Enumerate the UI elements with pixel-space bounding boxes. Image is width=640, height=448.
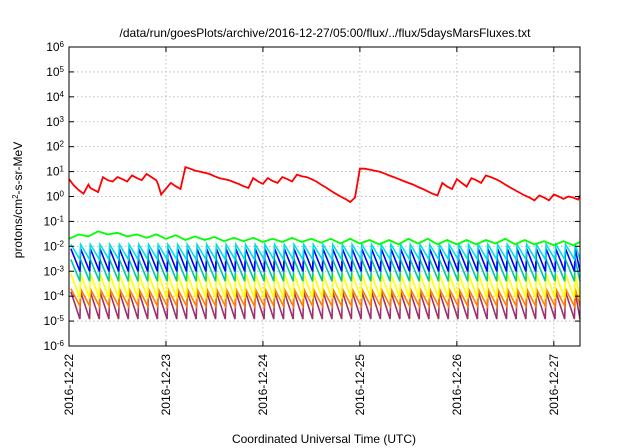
x-tick-label: 2016-12-23: [159, 354, 173, 416]
y-tick-label-base: 10: [46, 115, 60, 129]
series-line: [68, 230, 581, 247]
y-tick-label-base: 10: [46, 190, 60, 204]
y-tick-label: 10-6: [44, 339, 65, 354]
y-tick-label-exp: 1: [60, 164, 65, 173]
y-tick-label-base: 10: [44, 264, 58, 278]
y-tick-label: 10-1: [44, 214, 65, 229]
x-tick-label: 2016-12-22: [62, 354, 76, 416]
x-tick-label: 2016-12-24: [256, 354, 270, 416]
y-tick-label-exp: 3: [60, 114, 65, 123]
y-tick-label: 100: [46, 189, 64, 204]
y-tick-label-exp: -4: [57, 289, 65, 298]
x-axis-label: Coordinated Universal Time (UTC): [232, 432, 416, 446]
x-tick-label: 2016-12-26: [450, 354, 464, 416]
series-group: [68, 166, 581, 320]
y-axis-label-suffix: -s-sr-MeV: [11, 142, 25, 195]
chart-title: /data/run/goesPlots/archive/2016-12-27/0…: [120, 26, 532, 40]
x-tick-label: 2016-12-27: [547, 354, 561, 416]
y-tick-label-base: 10: [44, 289, 58, 303]
y-tick-label-exp: 0: [60, 189, 65, 198]
x-tick-label: 2016-12-25: [353, 354, 367, 416]
series-line-periodic: [70, 273, 581, 299]
y-tick-label-exp: 6: [60, 40, 65, 49]
y-tick-label: 10-3: [44, 264, 65, 279]
y-tick-label-base: 10: [44, 239, 58, 253]
y-tick-label-base: 10: [46, 140, 60, 154]
y-tick-label-base: 10: [46, 90, 60, 104]
y-tick-label-exp: -2: [57, 239, 65, 248]
y-tick-label: 104: [46, 89, 64, 104]
y-tick-label: 103: [46, 114, 64, 129]
y-axis-label-prefix: protons/cm: [11, 199, 25, 258]
y-tick-label: 105: [46, 64, 64, 79]
y-tick-label: 10-4: [44, 289, 65, 304]
y-tick-label-base: 10: [44, 314, 58, 328]
y-tick-label-base: 10: [46, 65, 60, 79]
y-tick-label-exp: -3: [57, 264, 65, 273]
y-tick-label-base: 10: [46, 165, 60, 179]
y-tick-label-exp: -6: [57, 339, 65, 348]
x-axis-ticks: 2016-12-22 2016-12-23 2016-12-24 2016-12-25…: [62, 47, 561, 415]
y-tick-label-base: 10: [44, 214, 58, 228]
y-axis-label: protons/cm2-s-sr-MeV: [11, 142, 26, 258]
y-tick-label-exp: -5: [57, 314, 65, 323]
y-tick-label: 102: [46, 139, 64, 154]
y-tick-label: 10-2: [44, 239, 65, 254]
y-tick-label-base: 10: [44, 339, 58, 353]
y-axis-ticks: 10610510410310210110010-110-210-310-410-…: [44, 40, 580, 354]
y-tick-label: 106: [46, 40, 64, 55]
series-line-periodic: [70, 241, 581, 263]
y-tick-label-exp: 5: [60, 64, 65, 73]
y-tick-label-base: 10: [46, 40, 60, 54]
series-line: [68, 166, 581, 204]
y-tick-label: 101: [46, 164, 64, 179]
y-axis-label-sup: 2: [11, 194, 20, 199]
y-tick-label: 10-5: [44, 314, 65, 329]
y-tick-label-exp: 4: [60, 89, 65, 98]
y-tick-label-exp: -1: [57, 214, 65, 223]
y-tick-label-exp: 2: [60, 139, 65, 148]
